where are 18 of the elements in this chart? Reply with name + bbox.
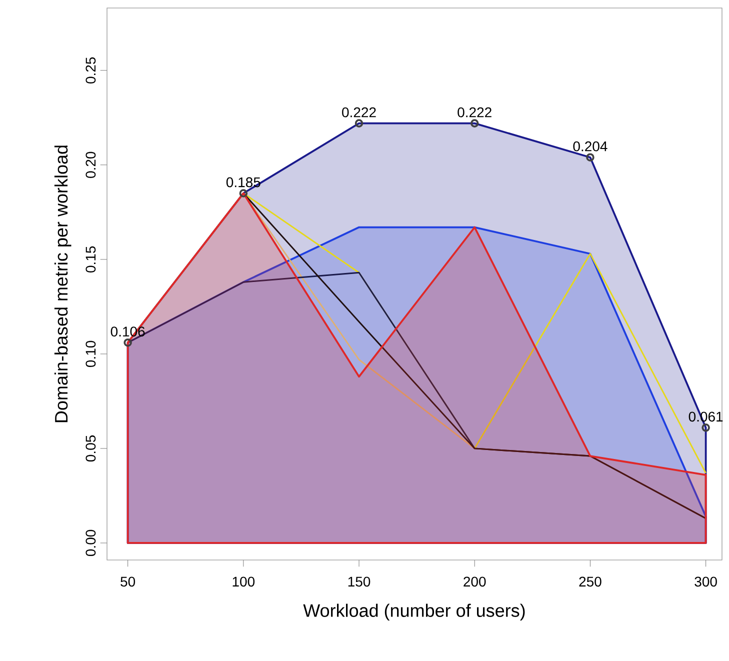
x-tick-label: 150 xyxy=(348,576,370,587)
x-tick-label: 200 xyxy=(464,576,486,587)
x-tick-label: 300 xyxy=(694,576,717,587)
x-tick-label: 250 xyxy=(579,576,602,587)
x-axis-title: Workload (number of users) xyxy=(303,604,525,621)
data-label: 0.185 xyxy=(226,177,260,188)
y-tick-label: 0.10 xyxy=(86,340,96,368)
y-tick-label: 0.25 xyxy=(86,57,96,84)
data-label: 0.222 xyxy=(458,107,492,118)
y-tick-label: 0.20 xyxy=(86,152,96,178)
y-tick-label: 0.00 xyxy=(86,530,96,556)
y-tick-label: 0.15 xyxy=(86,246,96,272)
y-axis-title: Domain-based metric per workload xyxy=(54,146,72,422)
x-tick-label: 100 xyxy=(232,576,255,587)
data-label: 0.222 xyxy=(342,107,376,118)
y-tick-label: 0.05 xyxy=(86,435,96,462)
data-label: 0.204 xyxy=(573,141,608,152)
x-tick-label: 50 xyxy=(120,576,136,587)
